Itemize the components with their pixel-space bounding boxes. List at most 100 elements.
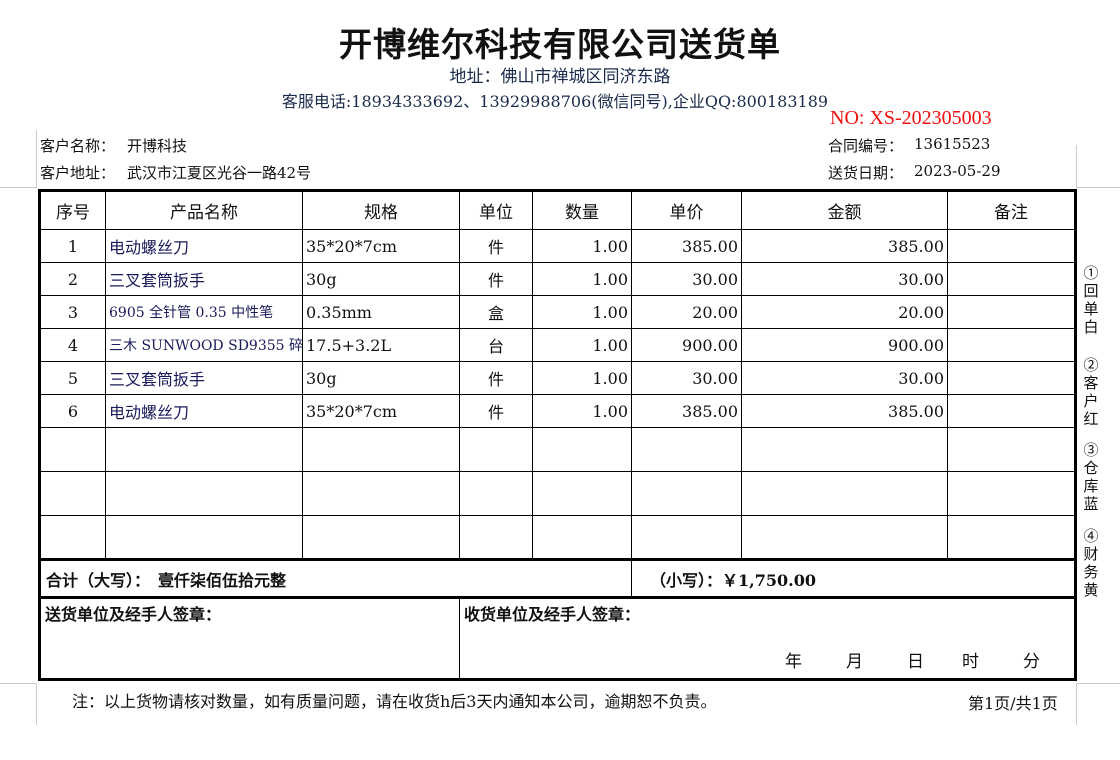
table-cell: 件 bbox=[459, 394, 533, 428]
table-cell bbox=[947, 229, 1076, 263]
month-label: 月 bbox=[846, 652, 863, 672]
sender-signature-label: 送货单位及经手人签章： bbox=[45, 605, 222, 624]
table-cell: 5 bbox=[39, 361, 106, 395]
customer-address-label: 客户地址： bbox=[40, 164, 116, 182]
empty-row bbox=[39, 471, 1076, 516]
table-cell: 0.35mm bbox=[302, 295, 460, 329]
copy-label-white: ①回单白 bbox=[1083, 264, 1099, 336]
day-label: 日 bbox=[907, 652, 924, 672]
signature-row: 送货单位及经手人签章： 收货单位及经手人签章： 年 月 日 时 分 bbox=[39, 597, 1076, 680]
table-cell: 1.00 bbox=[532, 328, 632, 362]
service-contact: 客服电话:18934333692、13929988706(微信同号),企业QQ:… bbox=[281, 92, 829, 111]
customer-name: 开博科技 bbox=[127, 137, 188, 155]
delivery-date: 2023-05-29 bbox=[914, 162, 1001, 180]
divider bbox=[0, 187, 36, 188]
page-indicator: 第1页/共1页 bbox=[968, 694, 1058, 713]
table-cell: 20.00 bbox=[631, 295, 742, 329]
header-cell: 序号 bbox=[39, 190, 106, 230]
empty-row bbox=[39, 515, 1076, 560]
divider bbox=[1076, 683, 1120, 684]
table-cell: 30.00 bbox=[741, 361, 948, 395]
table-row: 5 三叉套筒扳手 30g 件 1.00 30.00 30.00 bbox=[39, 361, 1076, 395]
contract-label: 合同编号： bbox=[828, 137, 904, 155]
table-cell: 30g bbox=[302, 262, 460, 296]
table-cell: 30.00 bbox=[741, 262, 948, 296]
table-row: 6 电动螺丝刀 35*20*7cm 件 1.00 385.00 385.00 bbox=[39, 394, 1076, 428]
year-label: 年 bbox=[785, 652, 802, 672]
hour-label: 时 bbox=[962, 652, 979, 672]
company-address: 地址：佛山市禅城区同济东路 bbox=[449, 67, 671, 87]
divider bbox=[36, 130, 37, 188]
table-cell: 三叉套筒扳手 bbox=[105, 262, 303, 296]
table-row: 1 电动螺丝刀 35*20*7cm 件 1.00 385.00 385.00 bbox=[39, 229, 1076, 263]
header-cell: 数量 bbox=[532, 190, 632, 230]
table-cell bbox=[947, 295, 1076, 329]
table-cell: 1.00 bbox=[532, 229, 632, 263]
divider bbox=[0, 683, 36, 684]
header-cell: 单位 bbox=[459, 190, 533, 230]
table-header-row: 序号 产品名称 规格 单位 数量 单价 金额 备注 bbox=[39, 190, 1076, 230]
table-cell: 1.00 bbox=[532, 361, 632, 395]
table-cell: 385.00 bbox=[741, 229, 948, 263]
minute-label: 分 bbox=[1023, 652, 1040, 672]
table-cell: 盒 bbox=[459, 295, 533, 329]
table-cell: 30g bbox=[302, 361, 460, 395]
total-lower-label: （小写）： bbox=[650, 570, 723, 590]
table-cell: 35*20*7cm bbox=[302, 229, 460, 263]
table-cell: 件 bbox=[459, 262, 533, 296]
footer-note: 注：以上货物请核对数量，如有质量问题，请在收货h后3天内通知本公司，逾期恕不负责… bbox=[72, 692, 717, 711]
copy-label-blue: ③仓库蓝 bbox=[1083, 441, 1099, 513]
table-cell: 900.00 bbox=[631, 328, 742, 362]
table-cell bbox=[947, 394, 1076, 428]
header-cell: 规格 bbox=[302, 190, 460, 230]
total-lower: ￥1,750.00 bbox=[722, 570, 816, 590]
table-cell: 35*20*7cm bbox=[302, 394, 460, 428]
table-cell: 385.00 bbox=[741, 394, 948, 428]
empty-row bbox=[39, 427, 1076, 472]
delivery-date-label: 送货日期： bbox=[828, 164, 904, 182]
table-cell: 900.00 bbox=[741, 328, 948, 362]
total-row: 合计（大写）： 壹仟柒佰伍拾元整 （小写）：￥1,750.00 bbox=[39, 559, 1076, 598]
header-cell: 金额 bbox=[741, 190, 948, 230]
table-cell: 三叉套筒扳手 bbox=[105, 361, 303, 395]
table-cell: 件 bbox=[459, 361, 533, 395]
divider bbox=[1076, 187, 1120, 188]
table-cell: 17.5+3.2L bbox=[302, 328, 460, 362]
copy-label-yellow: ④财务黄 bbox=[1083, 527, 1099, 599]
table-cell bbox=[947, 361, 1076, 395]
table-cell: 385.00 bbox=[631, 229, 742, 263]
table-cell: 30.00 bbox=[631, 361, 742, 395]
table-cell: 6 bbox=[39, 394, 106, 428]
table-cell: 4 bbox=[39, 328, 106, 362]
table-cell: 电动螺丝刀 bbox=[105, 394, 303, 428]
header-cell: 产品名称 bbox=[105, 190, 303, 230]
table-cell: 1.00 bbox=[532, 262, 632, 296]
table-cell: 电动螺丝刀 bbox=[105, 229, 303, 263]
table-row: 3 6905 全针管 0.35 中性笔 0.35mm 盒 1.00 20.00 20.00 bbox=[39, 295, 1076, 329]
divider bbox=[36, 683, 37, 725]
document-title: 开博维尔科技有限公司送货单 bbox=[339, 25, 781, 64]
header-cell: 备注 bbox=[947, 190, 1076, 230]
table-cell: 30.00 bbox=[631, 262, 742, 296]
header-cell: 单价 bbox=[631, 190, 742, 230]
table-cell: 1 bbox=[39, 229, 106, 263]
table-cell: 20.00 bbox=[741, 295, 948, 329]
table-cell: 2 bbox=[39, 262, 106, 296]
total-upper-label: 合计（大写）： bbox=[46, 570, 151, 590]
delivery-table: 序号 产品名称 规格 单位 数量 单价 金额 备注 1 电动螺丝刀 35*20*7c… bbox=[38, 189, 1077, 681]
total-upper: 壹仟柒佰伍拾元整 bbox=[158, 570, 287, 590]
table-row: 2 三叉套筒扳手 30g 件 1.00 30.00 30.00 bbox=[39, 262, 1076, 296]
table-cell: 件 bbox=[459, 229, 533, 263]
order-number: NO: XS-202305003 bbox=[830, 107, 992, 129]
divider bbox=[1076, 683, 1077, 725]
table-cell: 6905 全针管 0.35 中性笔 bbox=[105, 295, 303, 329]
table-cell bbox=[947, 328, 1076, 362]
customer-name-label: 客户名称： bbox=[40, 137, 116, 155]
contract-number: 13615523 bbox=[914, 135, 991, 153]
divider bbox=[1076, 145, 1077, 188]
table-row: 4三木 SUNWOOD SD9355 碎纸机17.5+3.2L台1.00900.… bbox=[39, 328, 1076, 362]
table-cell: 三木 SUNWOOD SD9355 碎纸机 bbox=[105, 328, 303, 362]
table-cell: 385.00 bbox=[631, 394, 742, 428]
table-cell: 台 bbox=[459, 328, 533, 362]
table-cell bbox=[947, 262, 1076, 296]
